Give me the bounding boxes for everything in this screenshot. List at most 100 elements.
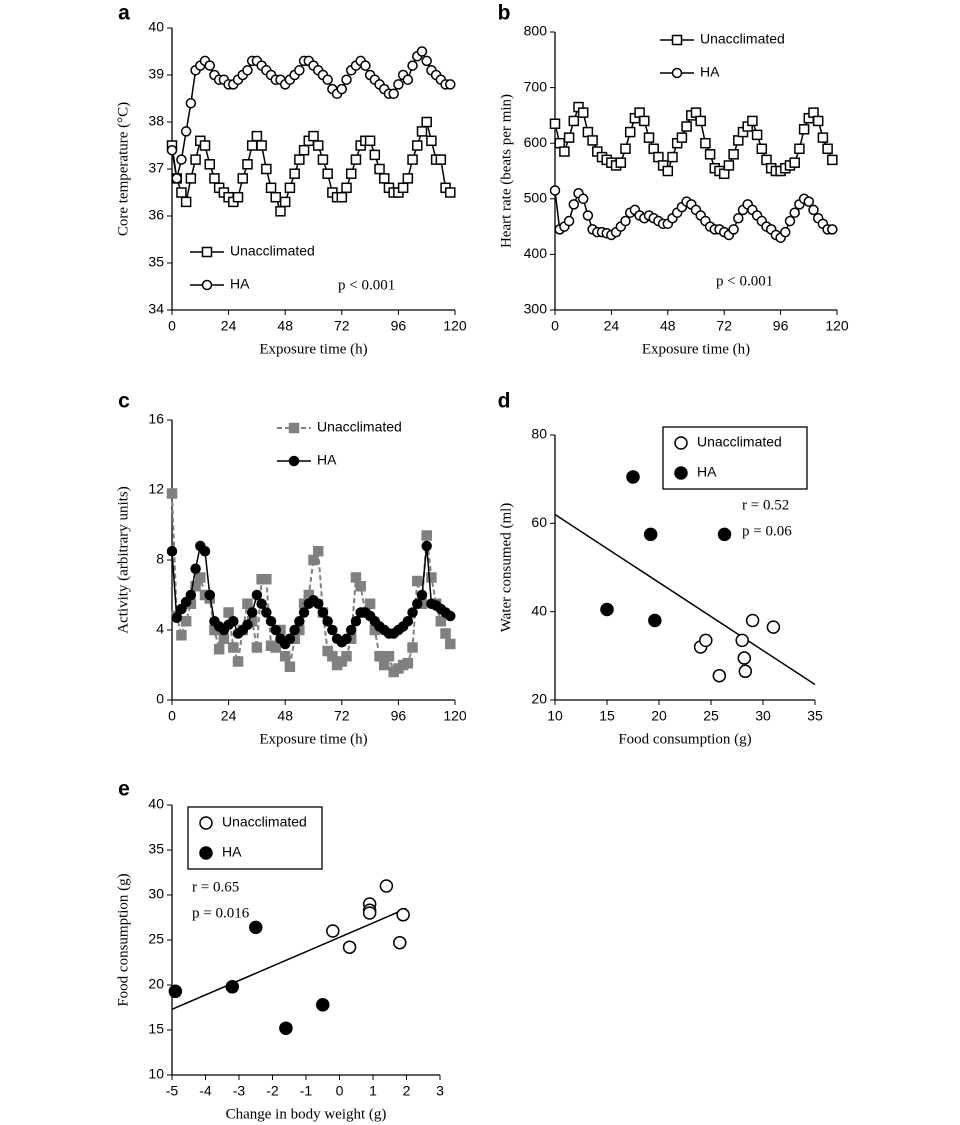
data-point — [261, 163, 272, 175]
data-point — [316, 998, 330, 1012]
data-point — [563, 132, 575, 143]
annotation: p < 0.001 — [716, 273, 773, 289]
data-point — [379, 659, 390, 671]
legend-box — [187, 806, 323, 870]
y-tick-label: 35 — [148, 254, 164, 270]
data-point — [270, 624, 282, 636]
x-tick-label: 24 — [604, 318, 620, 334]
data-point — [648, 613, 662, 628]
data-point — [312, 546, 324, 557]
data-point — [284, 633, 296, 644]
y-tick-label: 8 — [156, 551, 164, 567]
data-point — [360, 60, 371, 71]
data-point — [237, 173, 248, 184]
legend-marker — [288, 422, 300, 434]
x-tick-label: 0 — [551, 318, 559, 334]
data-point — [827, 154, 838, 166]
data-point — [204, 159, 215, 170]
data-point — [185, 173, 197, 184]
data-point — [166, 144, 178, 156]
data-point — [308, 130, 319, 142]
data-point — [242, 598, 253, 609]
y-tick-label: 400 — [524, 245, 548, 261]
data-point — [364, 135, 376, 147]
data-point — [270, 191, 282, 203]
data-point — [426, 572, 437, 583]
data-point — [407, 607, 418, 618]
data-point — [817, 132, 829, 143]
data-point — [789, 157, 800, 168]
legend-label: Unacclimated — [317, 419, 402, 435]
data-point — [251, 130, 263, 142]
y-axis-label: Heart rate (beats per min) — [498, 94, 514, 248]
data-point — [341, 633, 352, 644]
y-tick-label: 40 — [531, 602, 547, 618]
data-point — [223, 607, 234, 618]
data-point — [232, 656, 244, 667]
x-axis-label: Exposure time (h) — [259, 731, 367, 747]
data-point — [407, 642, 418, 653]
data-point — [225, 980, 240, 994]
data-point — [317, 154, 329, 165]
legend-box — [662, 426, 808, 490]
data-point — [342, 940, 357, 954]
data-point — [284, 661, 296, 672]
data-point — [747, 115, 758, 127]
data-point — [246, 140, 258, 151]
x-tick-label: 25 — [703, 708, 719, 724]
x-tick-label: 72 — [334, 708, 350, 724]
data-point — [298, 607, 310, 618]
data-point — [568, 199, 580, 210]
y-tick-label: 16 — [148, 411, 164, 427]
y-tick-label: 39 — [148, 66, 164, 82]
data-point — [822, 143, 833, 155]
data-point — [393, 935, 407, 950]
data-point — [393, 79, 404, 90]
data-point — [322, 74, 333, 85]
x-tick-label: 96 — [391, 318, 407, 334]
data-point — [345, 168, 357, 179]
data-point — [341, 651, 352, 662]
data-point — [445, 610, 456, 622]
data-point — [185, 97, 197, 109]
data-point — [294, 616, 305, 627]
data-point — [704, 149, 716, 160]
data-point — [242, 159, 253, 170]
panel-letter: e — [118, 778, 130, 801]
data-point — [275, 206, 286, 217]
data-point — [388, 88, 399, 100]
data-point — [190, 154, 201, 165]
data-point — [751, 129, 763, 141]
data-point — [620, 143, 631, 155]
x-tick-label: 48 — [660, 318, 676, 334]
data-point — [249, 920, 263, 935]
y-tick-label: 30 — [148, 886, 164, 902]
x-tick-label: 15 — [599, 708, 615, 724]
annotation: p = 0.016 — [192, 905, 250, 921]
data-point — [643, 527, 658, 542]
data-point — [784, 215, 796, 227]
data-point — [298, 144, 310, 156]
y-tick-label: 35 — [148, 841, 164, 857]
y-tick-label: 40 — [148, 796, 164, 812]
data-point — [171, 173, 182, 184]
data-point — [265, 182, 277, 194]
y-tick-label: 36 — [148, 207, 164, 223]
data-point — [294, 154, 305, 165]
data-point — [577, 193, 589, 205]
data-point — [289, 624, 300, 636]
data-point — [733, 213, 744, 224]
data-point — [279, 651, 291, 662]
data-point — [166, 546, 178, 557]
legend-marker — [671, 34, 683, 46]
x-tick-label: 2 — [403, 1083, 411, 1099]
legend-label: HA — [230, 276, 250, 292]
data-point — [728, 149, 739, 160]
y-tick-label: 500 — [524, 190, 548, 206]
y-tick-label: 20 — [531, 691, 547, 707]
data-point — [421, 530, 432, 541]
legend-marker — [199, 846, 213, 860]
x-tick-label: 48 — [277, 318, 293, 334]
data-point — [737, 651, 752, 665]
x-tick-label: 72 — [716, 318, 732, 334]
